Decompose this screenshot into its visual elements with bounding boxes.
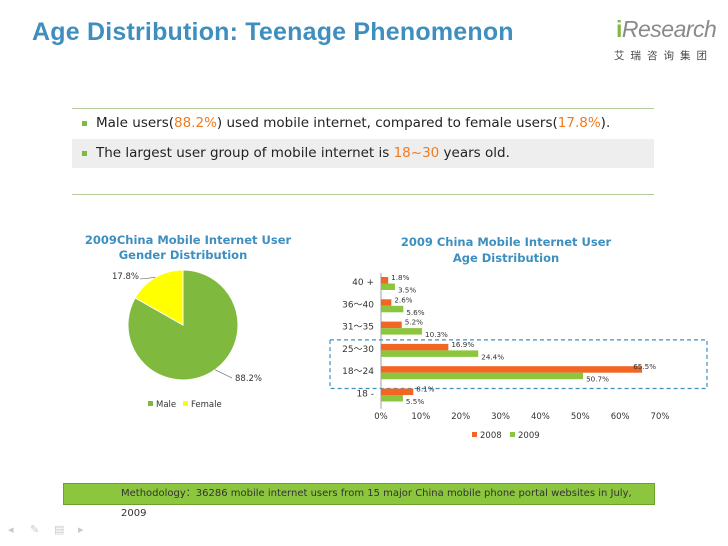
pie-leader-male [214, 369, 233, 379]
legend-swatch-2008 [472, 432, 477, 437]
pen-icon[interactable]: ✎ [30, 524, 40, 536]
section-divider [72, 194, 654, 195]
pie-slice-female [134, 269, 184, 326]
legend-label-male: Male [156, 400, 176, 410]
bar-2009-3 [381, 350, 479, 357]
bar-label-2008-5: 8.1% [416, 385, 434, 394]
bullet-square-icon [82, 121, 87, 126]
bar-label-2008-3: 16.9% [451, 340, 474, 349]
methodology-note: Methodology：36286 mobile internet users … [63, 483, 655, 519]
bullet-item-gender: Male users(88.2%) used mobile internet, … [72, 108, 654, 138]
x-tick-label: 70% [651, 412, 670, 422]
bar-label-2009-5: 5.5% [406, 397, 424, 406]
legend-label-female: Female [191, 400, 222, 410]
highlight-box [329, 339, 708, 390]
bar-2008-0 [381, 277, 389, 284]
x-tick-label: 40% [531, 412, 550, 422]
x-tick-label: 20% [451, 412, 470, 422]
legend-swatch-male [148, 401, 153, 406]
bullet-square-icon [82, 151, 87, 156]
pie-leader-female [139, 277, 156, 280]
iresearch-logo: iResearch 艾瑞咨询集团 [614, 16, 717, 62]
bar-label-2009-3: 24.4% [481, 352, 504, 361]
bullet-item-age: The largest user group of mobile interne… [72, 138, 654, 168]
bar-2008-5 [381, 388, 414, 395]
bar-2009-2 [381, 328, 423, 335]
bar-category-label: 36～40 [342, 300, 374, 310]
x-tick-label: 10% [411, 412, 430, 422]
bar-label-2009-2: 10.3% [425, 330, 448, 339]
legend-label-2008: 2008 [480, 431, 502, 441]
legend-swatch-female [183, 401, 188, 406]
pie-title-line2: Gender Distribution [119, 248, 248, 262]
bar-label-2008-0: 1.8% [391, 273, 409, 282]
page-title: Age Distribution: Teenage Phenomenon [32, 18, 514, 46]
bar-title-line2: Age Distribution [453, 251, 559, 265]
bar-category-label: 18 - [356, 390, 374, 400]
bar-label-2009-4: 50.7% [586, 375, 609, 384]
bar-label-2008-4: 65.5% [633, 362, 656, 371]
bar-title-line1: 2009 China Mobile Internet User [401, 235, 612, 249]
bar-2009-4 [381, 372, 584, 380]
bar-category-label: 31～35 [342, 323, 374, 333]
bar-category-label: 25～30 [342, 345, 374, 355]
bar-label-2009-1: 5.6% [406, 308, 424, 317]
bar-label-2009-0: 3.5% [398, 286, 416, 295]
bar-2008-3 [381, 343, 449, 351]
legend-label-2009: 2009 [518, 431, 540, 441]
bar-2009-5 [381, 395, 403, 402]
legend-swatch-2009 [510, 432, 515, 437]
bar-2009-1 [381, 305, 404, 313]
x-tick-label: 30% [491, 412, 510, 422]
bar-2008-1 [381, 299, 392, 306]
bar-category-label: 40 + [352, 278, 374, 288]
x-tick-label: 50% [571, 412, 590, 422]
bar-2008-4 [381, 366, 643, 373]
bullet-list: Male users(88.2%) used mobile internet, … [72, 108, 654, 168]
pie-title-line1: 2009China Mobile Internet User [85, 233, 292, 247]
bar-label-2008-2: 5.2% [405, 318, 423, 327]
pie-label-female: 17.8% [112, 272, 139, 282]
logo-chinese-text: 艾瑞咨询集团 [614, 50, 713, 62]
bar-label-2008-1: 2.6% [394, 295, 412, 304]
bar-2009-0 [381, 283, 395, 290]
pie-label-male: 88.2% [235, 374, 262, 384]
slide-toolbar[interactable]: ◂ ✎ ▤ ▸ [8, 523, 108, 539]
menu-icon[interactable]: ▤ [54, 524, 65, 536]
x-tick-label: 0% [374, 412, 388, 422]
x-tick-label: 60% [611, 412, 630, 422]
bar-2008-2 [381, 321, 402, 329]
arrow-left-icon[interactable]: ◂ [8, 524, 14, 536]
arrow-right-icon[interactable]: ▸ [78, 524, 84, 536]
bar-category-label: 18～24 [342, 367, 374, 377]
age-bar-chart: 2009 China Mobile Internet User Age Distr… [329, 235, 708, 441]
